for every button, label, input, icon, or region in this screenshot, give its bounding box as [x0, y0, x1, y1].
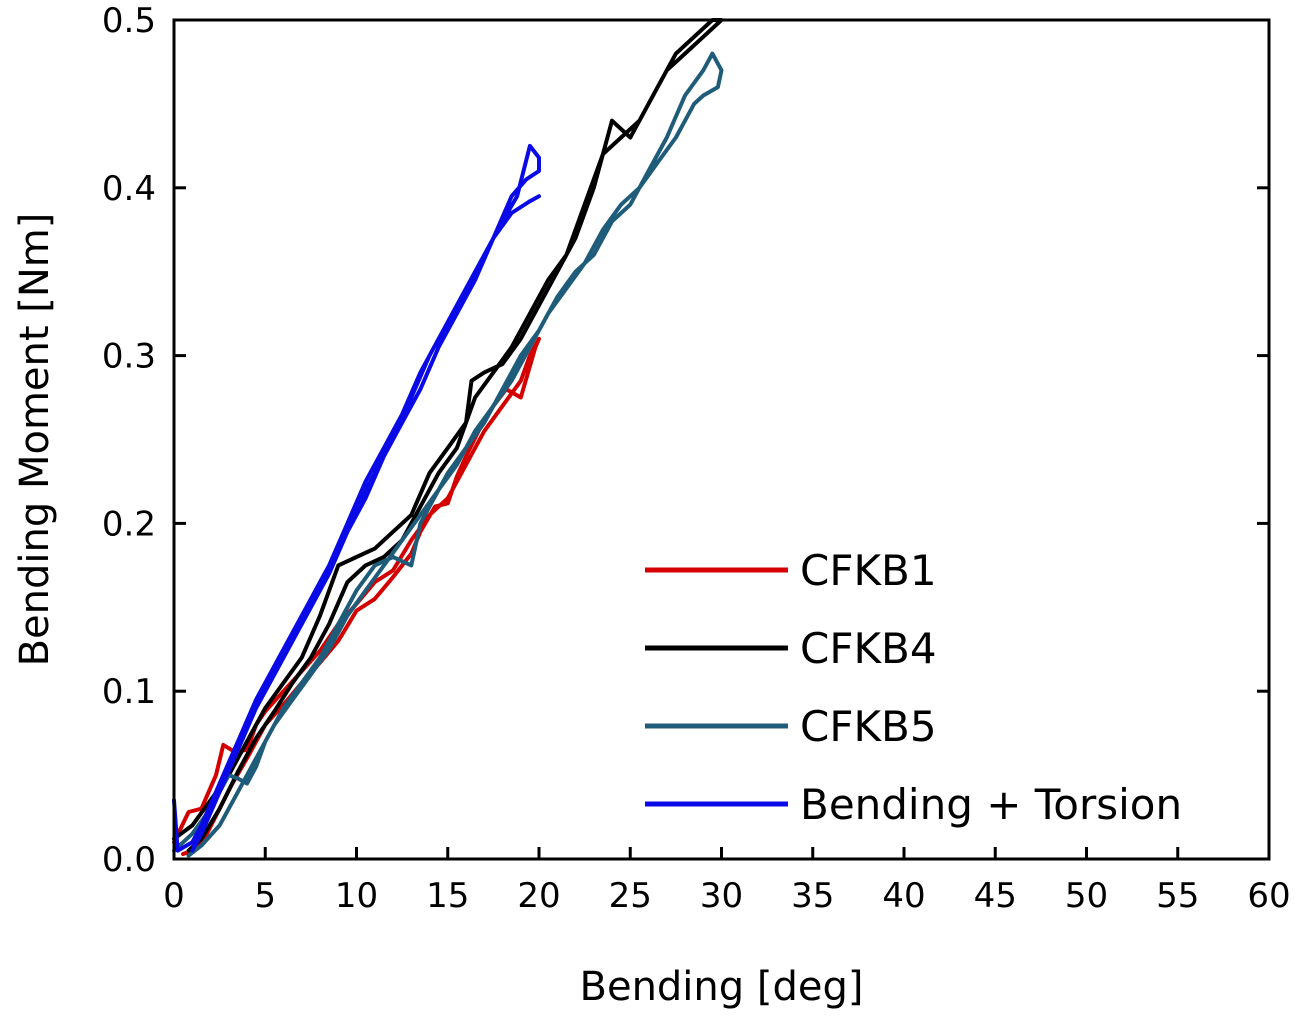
plot-frame [172, 18, 1271, 861]
x-tick-label: 20 [517, 876, 560, 916]
x-tick-label: 15 [426, 876, 469, 916]
y-tick-label: 0.2 [102, 504, 156, 544]
x-tick-label: 25 [609, 876, 652, 916]
x-tick-label: 40 [882, 876, 925, 916]
x-tick-label: 60 [1247, 876, 1290, 916]
series-layer [172, 18, 724, 858]
y-tick-label: 0.4 [102, 169, 156, 209]
x-tick-label: 55 [1156, 876, 1199, 916]
y-tick-label: 0.5 [102, 1, 156, 41]
series-line-2 [172, 18, 724, 853]
y-tick-label: 0.0 [102, 840, 156, 880]
legend-label: Bending + Torsion [800, 780, 1182, 829]
legend-label: CFKB5 [800, 702, 937, 751]
series-line-4 [172, 143, 541, 853]
legend-label: CFKB1 [800, 546, 937, 595]
x-axis-title: Bending [deg] [580, 964, 864, 1010]
x-tick-label: 45 [974, 876, 1017, 916]
y-axis-title: Bending Moment [Nm] [12, 213, 58, 667]
y-tick-label: 0.3 [102, 337, 156, 377]
ticks-layer: 0 5 10 15 20 25 30 35 40 45 50 55 60 0.0 0.1 0.2 0.3 0.4 0… [102, 1, 1291, 916]
x-tick-label: 50 [1065, 876, 1108, 916]
y-tick-label: 0.1 [102, 672, 156, 712]
x-tick-label: 0 [163, 876, 185, 916]
x-tick-label: 5 [254, 876, 276, 916]
x-tick-label: 35 [791, 876, 834, 916]
x-tick-label: 30 [700, 876, 743, 916]
x-tick-label: 10 [335, 876, 378, 916]
legend-label: CFKB4 [800, 624, 937, 673]
legend: CFKB1 CFKB4 CFKB5 Bending + Torsion [645, 546, 1182, 829]
series-line-3 [172, 51, 724, 858]
